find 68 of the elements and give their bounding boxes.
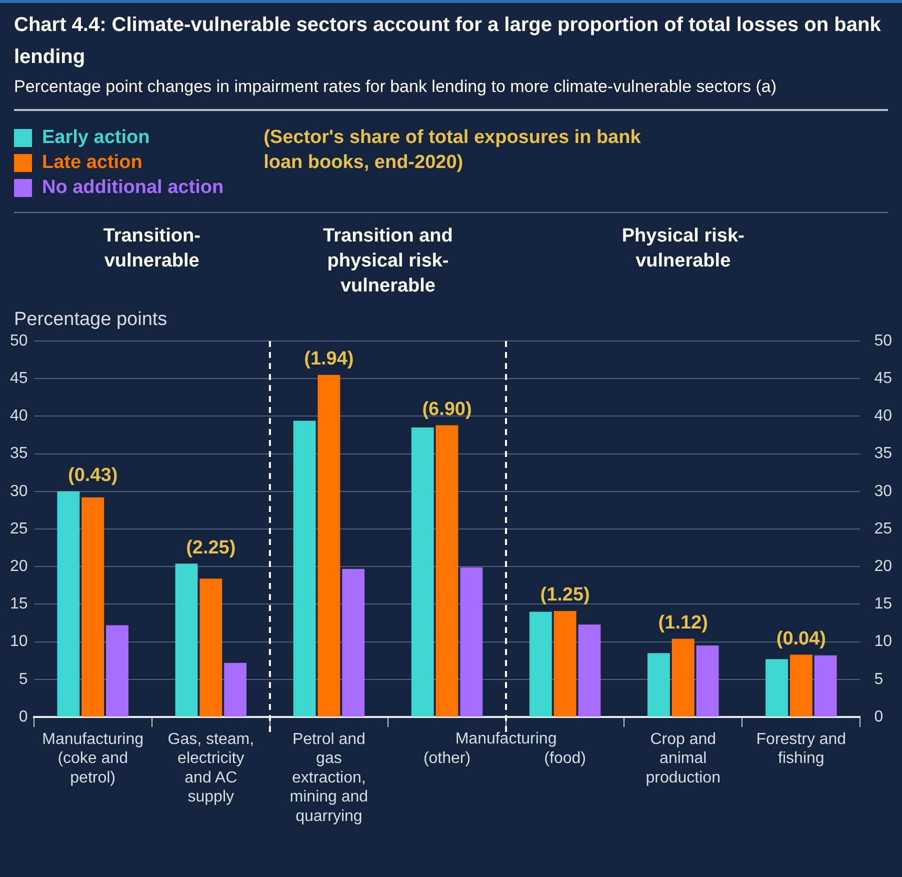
annotation: (2.25): [186, 537, 236, 558]
y-tick-label: 50: [10, 332, 28, 350]
y2-tick-label: 25: [874, 520, 892, 538]
text: Transition and physical risk-vulnerable: [323, 226, 453, 297]
bar: [766, 659, 788, 716]
x-tick-label: Gas, steam, electricity and AC supply: [168, 731, 254, 806]
bar: [82, 497, 104, 716]
y-tick-label: 20: [10, 558, 28, 576]
bar: [554, 610, 576, 716]
x-tick-label: (food): [544, 750, 586, 768]
x-tick-label: Petrol and gas extraction, mining and quarrying: [290, 731, 368, 825]
bar: [647, 653, 670, 716]
y2-tick-label: 10: [874, 633, 892, 650]
bar: [175, 564, 198, 716]
legend-label: No additional action: [42, 176, 224, 198]
y2-tick-label: 45: [874, 370, 892, 388]
annotation: (1.25): [540, 584, 590, 606]
annotation: (1.94): [304, 348, 354, 370]
y-axis-title: Percentage points: [14, 309, 168, 330]
annotation: (1.12): [658, 612, 708, 634]
y-tick-label: 10: [10, 633, 28, 650]
bar: [672, 638, 694, 716]
legend-label: Early action: [42, 126, 150, 148]
y-tick-label: 40: [10, 408, 28, 425]
y2-tick-label: 50: [874, 332, 892, 350]
text: Manufacturing: [455, 730, 557, 748]
x-tick-label: (other): [423, 750, 471, 768]
y2-tick-label: 20: [874, 558, 892, 576]
y2-tick-label: 0: [874, 708, 884, 726]
text: (Sector's share of total exposures in bank loan books, end-2020): [264, 126, 642, 175]
bar: [814, 655, 837, 716]
bar: [342, 568, 365, 716]
chart-title: Chart 4.4: Climate-vulnerable sectors account for a large proportion of total losses on bank lending: [14, 13, 882, 70]
bar: [529, 612, 552, 716]
legend-label: Late action: [42, 152, 142, 174]
bar: [460, 567, 483, 716]
annotation: (6.90): [422, 398, 472, 420]
bar: [578, 624, 601, 716]
y-tick-label: 15: [10, 596, 28, 613]
y2-tick-label: 5: [874, 670, 884, 688]
y2-tick-label: 35: [874, 445, 892, 462]
annotation: (0.04): [776, 628, 826, 650]
annotation: (0.43): [68, 465, 118, 486]
bar: [436, 425, 458, 716]
bar: [696, 646, 719, 716]
x-tick-label: Manufacturing (coke and petrol): [42, 731, 144, 786]
y-tick-label: 0: [18, 708, 28, 726]
bar: [411, 427, 434, 716]
bar: [200, 578, 222, 716]
y2-tick-label: 15: [874, 596, 892, 613]
bar: [318, 374, 340, 716]
y2-tick-label: 40: [874, 408, 892, 425]
x-tick-label: Forestry and fishing: [756, 731, 846, 768]
y2-tick-label: 30: [874, 482, 892, 500]
bar: [57, 491, 80, 716]
y-tick-label: 25: [10, 520, 28, 538]
y-tick-label: 30: [10, 482, 28, 500]
y-tick-label: 5: [18, 670, 28, 688]
text: Physical risk-vulnerable: [622, 226, 744, 272]
bar: [224, 662, 247, 716]
bar: [790, 654, 812, 716]
bar: [293, 420, 316, 716]
y-tick-label: 35: [10, 445, 28, 462]
text: Transition-vulnerable: [103, 226, 200, 272]
bar: [106, 625, 128, 716]
y-tick-label: 45: [10, 370, 28, 388]
x-tick-label: Crop and animal production: [646, 731, 720, 786]
chart-subtitle: Percentage point changes in impairment rates for bank lending to more climate-vulnerable sectors (a): [14, 76, 778, 98]
